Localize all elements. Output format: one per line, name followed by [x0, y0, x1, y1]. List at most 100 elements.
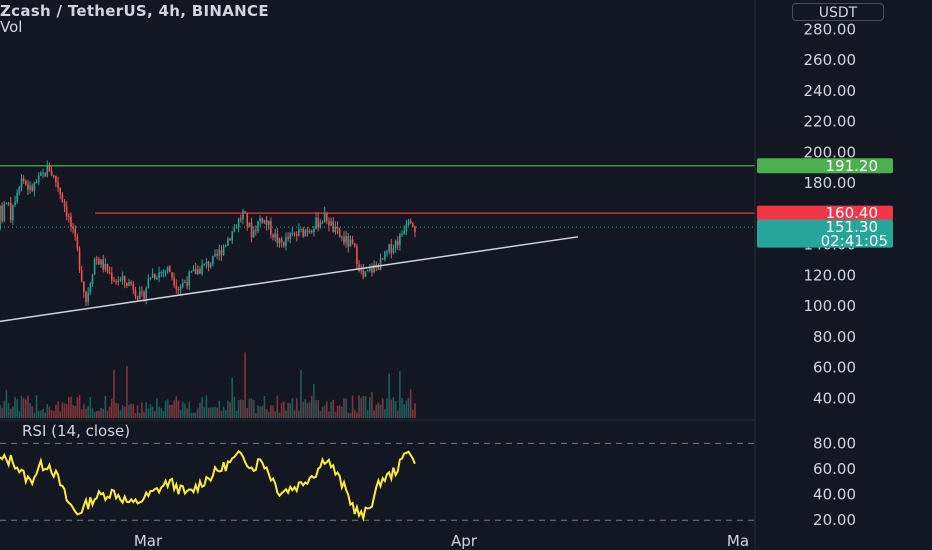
- rsi-tick-label: 80.00: [813, 434, 856, 452]
- candle-body: [197, 269, 199, 275]
- volume-bar: [285, 410, 287, 418]
- candle-body: [171, 272, 173, 278]
- candle-body: [179, 286, 182, 290]
- candle-body: [220, 249, 223, 256]
- volume-bar: [87, 405, 89, 418]
- candle-body: [102, 259, 104, 270]
- candle-body: [369, 268, 371, 271]
- candle-body: [63, 202, 66, 207]
- candle-body: [270, 220, 272, 235]
- volume-bar: [121, 404, 124, 418]
- volume-bar: [134, 412, 137, 418]
- volume-bar: [278, 412, 281, 418]
- volume-bar: [353, 410, 356, 418]
- price-tick-label: 180.00: [804, 174, 857, 192]
- candle-body: [336, 226, 339, 229]
- volume-bar: [332, 399, 335, 418]
- candle-body: [70, 216, 72, 227]
- rsi-tick-label: 60.00: [813, 460, 856, 478]
- volume-bar: [293, 409, 296, 418]
- candle-body: [111, 272, 113, 281]
- candle-body: [388, 244, 390, 252]
- price-axis[interactable]: 280.00260.00240.00220.00200.00180.00140.…: [754, 0, 857, 550]
- drawn-lines[interactable]: [0, 165, 755, 323]
- volume-bar: [74, 405, 77, 418]
- candle-body: [261, 218, 264, 223]
- candle-body: [138, 291, 141, 299]
- volume-bar: [300, 369, 302, 418]
- candle-body: [328, 221, 330, 226]
- candle-body: [276, 233, 279, 244]
- candle-body: [141, 291, 143, 293]
- candle-body: [375, 264, 378, 266]
- volume-bar: [57, 401, 59, 418]
- volume-bar: [334, 411, 337, 418]
- candle-body: [300, 228, 302, 230]
- volume-bar: [379, 404, 382, 418]
- candle-body: [78, 248, 81, 271]
- volume-bar: [3, 400, 6, 418]
- volume-label: Vol: [0, 18, 23, 36]
- price-tick-label: 280.00: [804, 20, 857, 38]
- volume-bar: [192, 412, 195, 418]
- candle-body: [169, 266, 171, 273]
- volume-bar: [14, 397, 16, 418]
- candle-body: [29, 185, 31, 190]
- symbol-title[interactable]: Zcash / TetherUS, 4h, BINANCE: [0, 2, 269, 20]
- volume-bar: [12, 406, 14, 418]
- volume-bar: [85, 408, 87, 418]
- candle-body: [123, 276, 126, 283]
- candle-body: [83, 281, 85, 292]
- volume-bar: [227, 400, 229, 418]
- volume-bar: [117, 403, 120, 418]
- volume-bar: [336, 406, 339, 418]
- candle-body: [205, 261, 208, 264]
- volume-bar: [29, 403, 31, 418]
- currency-button[interactable]: USDT: [792, 3, 884, 21]
- candle-body: [136, 296, 139, 299]
- volume-bar: [100, 407, 102, 418]
- volume-bar: [59, 411, 61, 418]
- time-tick-label: Ma: [727, 532, 749, 550]
- volume-bar: [158, 406, 160, 418]
- volume-bar: [289, 403, 292, 418]
- volume-bar: [151, 406, 154, 418]
- volume-bar: [201, 397, 203, 418]
- volume-bar: [319, 411, 322, 418]
- rsi-line: [0, 449, 416, 523]
- volume-bar: [364, 396, 367, 418]
- candle-body: [134, 290, 137, 297]
- volume-bar: [65, 404, 68, 418]
- candle-body: [91, 274, 94, 284]
- candle-body: [5, 203, 8, 205]
- chart-legend: Zcash / TetherUS, 4h, BINANCE Vol: [0, 2, 269, 36]
- candle-body: [313, 228, 315, 233]
- volume-bar: [126, 366, 128, 418]
- time-axis[interactable]: Mar Apr Ma: [134, 532, 749, 550]
- volume-bar: [141, 402, 143, 418]
- volume-bar: [257, 405, 259, 418]
- candle-body: [317, 217, 319, 228]
- candle-body: [246, 212, 249, 227]
- candle-body: [244, 211, 246, 213]
- volume-bar: [188, 401, 190, 418]
- volume-bar: [115, 402, 117, 418]
- volume-bar: [175, 396, 178, 418]
- candle-body: [390, 244, 393, 253]
- candle-body: [360, 269, 362, 272]
- candle-body: [1, 205, 3, 221]
- volume-bar: [250, 398, 253, 418]
- candle-body: [392, 247, 395, 253]
- candle-body: [214, 254, 216, 256]
- candle-body: [212, 255, 214, 265]
- volume-bar: [132, 404, 135, 418]
- candle-body: [332, 221, 335, 232]
- candle-body: [108, 272, 111, 274]
- rsi-title[interactable]: RSI (14, close): [22, 422, 131, 440]
- volume-bar: [106, 410, 109, 418]
- candle-body: [394, 240, 397, 248]
- volume-bar: [263, 395, 266, 418]
- candle-body: [22, 178, 25, 182]
- volume-bar: [166, 399, 169, 418]
